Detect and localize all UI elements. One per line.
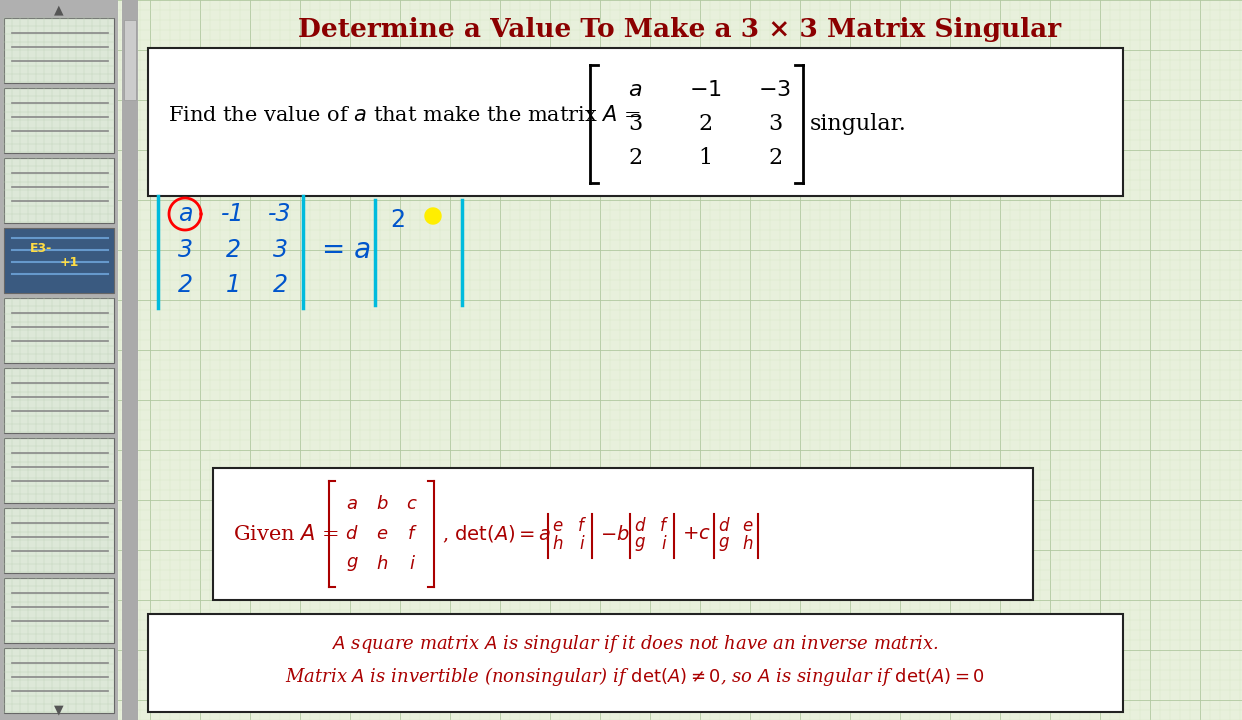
Text: $\mathit{a}$: $\mathit{a}$ (347, 495, 358, 513)
Text: 2: 2 (178, 273, 193, 297)
Text: $\mathit{g}$: $\mathit{g}$ (635, 535, 646, 553)
Text: Find the value of $\mathit{a}$ that make the matrix $\mathit{A}$ =: Find the value of $\mathit{a}$ that make… (168, 105, 641, 125)
Text: , $\mathrm{det}(A) = \mathit{a}$: , $\mathrm{det}(A) = \mathit{a}$ (442, 523, 551, 544)
Text: $\mathit{e}$: $\mathit{e}$ (553, 517, 564, 535)
Bar (4, 368, 114, 433)
Bar (4, 508, 114, 573)
Text: $- \mathit{b}$: $- \mathit{b}$ (600, 524, 630, 544)
Polygon shape (425, 208, 441, 224)
Text: 3: 3 (628, 113, 642, 135)
Text: $\mathit{d}$: $\mathit{d}$ (718, 517, 730, 535)
Text: 2: 2 (698, 113, 712, 135)
Text: $\mathit{e}$: $\mathit{e}$ (743, 517, 754, 535)
Text: -1: -1 (221, 202, 245, 226)
Text: $+ \mathit{c}$: $+ \mathit{c}$ (682, 525, 710, 543)
Text: $\mathit{f}$: $\mathit{f}$ (578, 517, 587, 535)
Bar (4, 298, 114, 363)
Text: $\mathit{f}$: $\mathit{f}$ (406, 525, 417, 543)
Text: 2: 2 (768, 147, 782, 169)
Bar (4, 578, 114, 643)
Text: 2: 2 (628, 147, 642, 169)
Text: ▼: ▼ (55, 703, 63, 716)
Text: $\mathit{f}$: $\mathit{f}$ (660, 517, 669, 535)
Bar (212, 468, 1033, 600)
Text: Given $\mathit{A}$ =: Given $\mathit{A}$ = (233, 524, 339, 544)
Text: $\mathit{e}$: $\mathit{e}$ (376, 525, 389, 543)
Text: 3: 3 (768, 113, 782, 135)
Text: E3-: E3- (30, 241, 52, 254)
Bar (0, 0, 118, 720)
Text: ▲: ▲ (55, 4, 63, 17)
Bar (4, 158, 114, 223)
Text: $\mathit{i}$: $\mathit{i}$ (409, 555, 416, 573)
Text: 3: 3 (272, 238, 287, 262)
Text: $-1$: $-1$ (688, 79, 722, 101)
Text: $\mathit{d}$: $\mathit{d}$ (345, 525, 359, 543)
Text: $\mathit{g}$: $\mathit{g}$ (345, 555, 359, 573)
Text: a: a (178, 202, 193, 226)
Text: $\mathit{i}$: $\mathit{i}$ (661, 535, 667, 553)
Bar (4, 18, 114, 83)
Text: Determine a Value To Make a 3 × 3 Matrix Singular: Determine a Value To Make a 3 × 3 Matrix… (298, 17, 1062, 42)
Bar (122, 0, 138, 720)
Text: = a: = a (322, 236, 371, 264)
Text: 2: 2 (226, 238, 241, 262)
Text: +1: +1 (60, 256, 79, 269)
Text: $\mathit{h}$: $\mathit{h}$ (743, 535, 754, 553)
Text: -3: -3 (268, 202, 292, 226)
Text: $\mathit{c}$: $\mathit{c}$ (406, 495, 417, 513)
Bar (4, 228, 114, 293)
Text: $\mathit{b}$: $\mathit{b}$ (376, 495, 389, 513)
Bar (148, 614, 1123, 712)
Text: $A$ square matrix $A$ is singular if it does not have an inverse matrix.: $A$ square matrix $A$ is singular if it … (332, 633, 939, 655)
Text: $\mathit{i}$: $\mathit{i}$ (579, 535, 585, 553)
Text: 2: 2 (390, 208, 405, 232)
Text: $\mathit{h}$: $\mathit{h}$ (553, 535, 564, 553)
Bar (4, 648, 114, 713)
Text: 3: 3 (178, 238, 193, 262)
Text: singular.: singular. (810, 113, 907, 135)
Text: 1: 1 (698, 147, 712, 169)
Bar (4, 88, 114, 153)
Text: $\mathit{d}$: $\mathit{d}$ (633, 517, 646, 535)
Text: Matrix $A$ is invertible (nonsingular) if $\det(A) \neq 0$, so $A$ is singular i: Matrix $A$ is invertible (nonsingular) i… (284, 665, 985, 688)
Text: $\mathit{h}$: $\mathit{h}$ (376, 555, 388, 573)
Text: $-3$: $-3$ (759, 79, 791, 101)
Bar (4, 438, 114, 503)
Text: 1: 1 (226, 273, 241, 297)
Bar (148, 48, 1123, 196)
Text: $\mathit{a}$: $\mathit{a}$ (628, 79, 642, 101)
Text: 2: 2 (272, 273, 287, 297)
Bar (124, 20, 137, 100)
Text: $\mathit{g}$: $\mathit{g}$ (718, 535, 730, 553)
